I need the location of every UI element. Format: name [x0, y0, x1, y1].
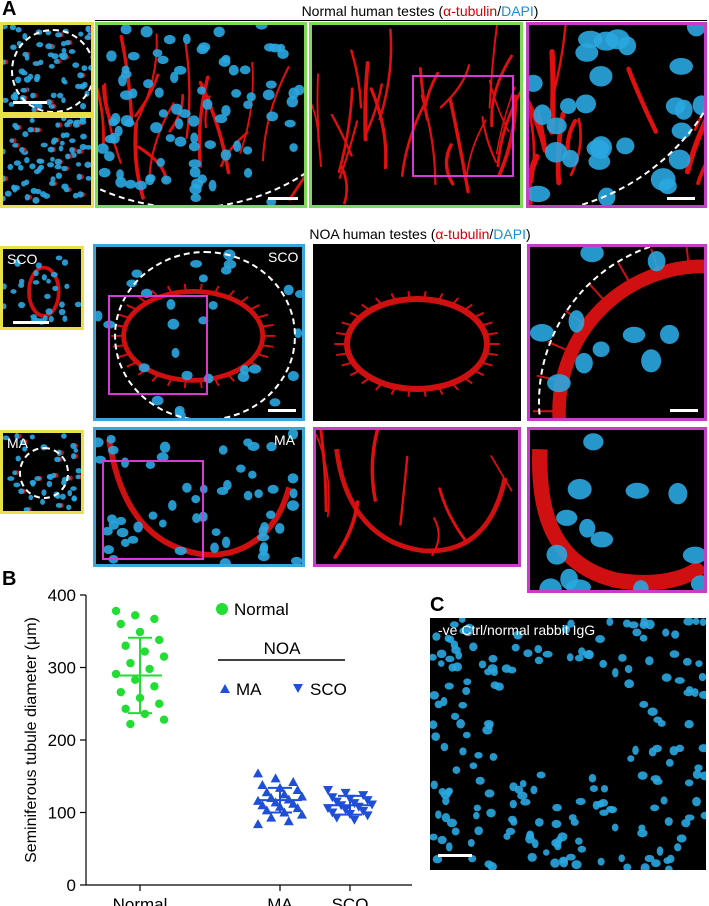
data-point	[266, 812, 277, 822]
ma-label: MA	[274, 432, 295, 448]
data-point	[159, 715, 169, 724]
data-point	[253, 768, 263, 778]
inset-box	[108, 295, 208, 395]
ma-tubulin	[313, 427, 521, 567]
ma-zoom	[527, 427, 707, 593]
scale-bar	[268, 197, 298, 200]
data-point	[297, 791, 307, 801]
data-point	[349, 815, 360, 825]
data-point	[145, 664, 154, 674]
data-point	[297, 809, 307, 819]
sco-merge: SCO	[93, 244, 305, 421]
data-point	[279, 789, 290, 799]
sco-zoom	[527, 244, 707, 421]
panel-letter-c: C	[430, 594, 445, 616]
normal-merge	[95, 22, 307, 208]
y-tick-label: 400	[48, 586, 76, 605]
data-point	[261, 787, 272, 797]
data-point	[159, 652, 169, 661]
y-tick-label: 0	[67, 876, 76, 895]
legend-marker-ma	[220, 684, 230, 693]
legend-ma: MA	[236, 680, 262, 699]
legend-sco: SCO	[310, 680, 347, 699]
x-tick-label: SCO	[332, 895, 369, 906]
data-point	[131, 611, 140, 620]
data-point	[116, 687, 126, 697]
data-point	[140, 647, 149, 656]
normal-testes-title: Normal human testes (α-tubulin/DAPI)	[301, 3, 539, 19]
tubule-outline	[114, 251, 296, 418]
data-point	[155, 635, 164, 645]
data-point	[150, 614, 159, 624]
legend-marker-sco	[293, 684, 303, 693]
data-point	[131, 675, 140, 685]
negative-control-image: -ve Ctrl/normal rabbit IgG	[430, 618, 706, 870]
legend-noa-group: NOA	[264, 639, 302, 658]
data-point	[111, 606, 121, 616]
data-point	[126, 719, 135, 729]
data-point	[121, 704, 130, 714]
ma-overview: MA	[0, 430, 84, 514]
legend-marker-normal	[216, 603, 228, 615]
normal-zoom	[526, 22, 707, 208]
data-point	[150, 682, 159, 691]
scale-bar	[667, 197, 695, 200]
y-tick-label: 200	[48, 731, 76, 750]
negative-control-label: -ve Ctrl/normal rabbit IgG	[438, 622, 596, 638]
sco-label: SCO	[268, 249, 299, 265]
normal-overview-top	[0, 22, 94, 115]
sco-tubulin	[313, 244, 521, 421]
y-tick-label: 300	[48, 659, 76, 678]
ma-label: MA	[7, 435, 28, 451]
data-point	[331, 813, 342, 823]
panel-letter-a: A	[2, 0, 17, 20]
legend-normal: Normal	[234, 600, 289, 619]
data-point	[270, 773, 281, 783]
data-point	[116, 619, 126, 629]
scale-bar	[13, 321, 49, 324]
scale-bar	[670, 409, 698, 412]
y-tick-label: 100	[48, 804, 76, 823]
inset-box	[412, 75, 514, 177]
panel-letter-b: B	[2, 568, 17, 590]
data-point	[111, 669, 121, 679]
y-axis-label: Seminiferous tubule diameter (μm)	[23, 617, 40, 863]
data-point	[288, 777, 299, 787]
tubule-outline	[19, 447, 69, 499]
data-point	[283, 794, 294, 804]
scale-bar	[13, 101, 47, 104]
data-point	[257, 779, 268, 789]
normal-overview-bottom	[0, 115, 94, 208]
data-point	[253, 819, 263, 829]
data-point	[327, 808, 338, 818]
scale-bar	[268, 409, 296, 412]
ma-merge: MA	[93, 427, 305, 567]
noa-testes-title: NOA human testes (α-tubulin/DAPI)	[309, 226, 531, 242]
normal-tubulin	[309, 22, 523, 208]
sco-label: SCO	[7, 251, 38, 267]
title-rule	[95, 20, 707, 21]
data-point	[340, 788, 351, 798]
data-point	[288, 798, 299, 808]
scale-bar	[438, 854, 472, 857]
data-point	[292, 785, 303, 795]
x-tick-label: MA	[267, 895, 293, 906]
tubule-outline	[98, 25, 304, 205]
data-point	[323, 786, 333, 796]
data-point	[135, 627, 145, 637]
data-point	[126, 658, 135, 668]
data-point	[155, 699, 164, 708]
data-point	[270, 797, 281, 807]
data-point	[358, 791, 369, 801]
inset-box	[102, 460, 204, 560]
tubule-outline	[11, 29, 91, 112]
data-point	[257, 800, 268, 810]
sco-overview: SCO	[0, 246, 84, 330]
data-point	[283, 816, 294, 826]
diameter-chart: 0 100 200 300 400 Seminiferous tubule diamete…	[23, 586, 412, 906]
x-tick-label: Normal	[113, 895, 168, 906]
data-point	[292, 803, 303, 813]
data-point	[121, 641, 130, 650]
data-point	[362, 811, 373, 821]
